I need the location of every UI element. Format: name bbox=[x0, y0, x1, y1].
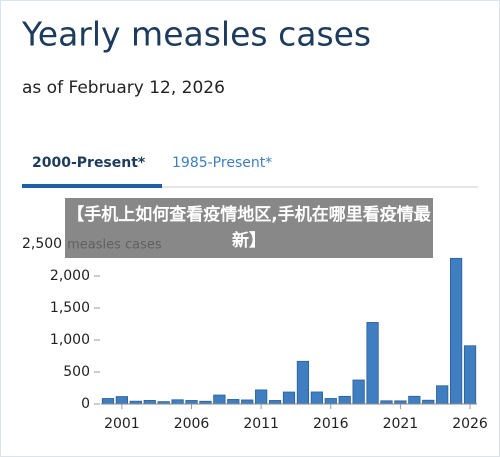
y-tick-label: 1,000 bbox=[50, 332, 90, 348]
bar bbox=[171, 399, 184, 405]
y-tick-label: 2,500 bbox=[22, 236, 62, 252]
bar bbox=[408, 395, 421, 405]
x-tick-label: 2016 bbox=[313, 416, 349, 432]
x-tick-label: 2011 bbox=[243, 416, 279, 432]
bar bbox=[436, 385, 449, 405]
tab[interactable]: 1985-Present* bbox=[172, 155, 272, 171]
bar bbox=[352, 379, 365, 405]
bar bbox=[422, 399, 435, 405]
bar bbox=[255, 389, 268, 405]
bar bbox=[324, 398, 337, 405]
y-tick-label: 2,000 bbox=[50, 268, 90, 284]
bar bbox=[268, 400, 282, 405]
bar bbox=[185, 400, 198, 405]
y-tick-label: 1,500 bbox=[50, 300, 90, 316]
bar bbox=[310, 391, 323, 405]
x-tick-label: 2026 bbox=[452, 416, 488, 432]
bar bbox=[101, 398, 115, 405]
x-tick-label: 2021 bbox=[383, 416, 419, 432]
y-tick-label: 500 bbox=[63, 364, 90, 380]
bar bbox=[338, 395, 351, 405]
bar bbox=[282, 391, 296, 405]
x-tick-label: 2006 bbox=[174, 416, 210, 432]
bar bbox=[213, 394, 226, 405]
bar bbox=[241, 399, 254, 405]
bar bbox=[463, 345, 477, 405]
bar bbox=[366, 322, 379, 405]
tab[interactable]: 2000-Present* bbox=[32, 155, 146, 171]
bar bbox=[296, 360, 310, 405]
bar bbox=[450, 257, 463, 405]
y-tick-label: 0 bbox=[81, 396, 90, 412]
bar bbox=[115, 396, 128, 405]
x-tick-label: 2001 bbox=[104, 416, 140, 432]
bar bbox=[143, 400, 156, 405]
chart-subtitle: as of February 12, 2026 bbox=[22, 78, 225, 98]
chart-title: Yearly measles cases bbox=[21, 15, 371, 54]
bar bbox=[227, 399, 240, 405]
overlay-banner: 【手机上如何查看疫情地区,手机在哪里看疫情最新】 bbox=[65, 198, 433, 258]
tab-underline bbox=[22, 184, 162, 188]
